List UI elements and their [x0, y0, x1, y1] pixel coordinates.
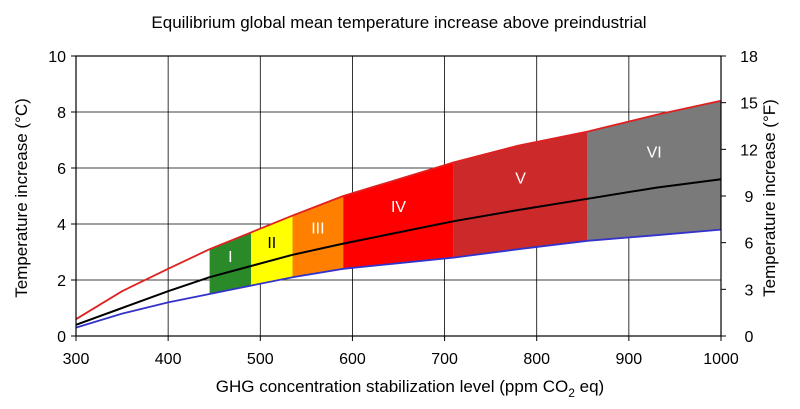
y-tick-label-right: 12: [740, 142, 758, 159]
x-tick-label: 900: [616, 351, 643, 368]
x-tick-label: 400: [155, 351, 182, 368]
y-tick-label-left: 10: [48, 49, 66, 66]
x-tick-label: 500: [247, 351, 274, 368]
region-label-IV: IV: [391, 199, 406, 216]
region-label-VI: VI: [647, 145, 662, 162]
chart-title: Equilibrium global mean temperature incr…: [151, 13, 646, 32]
y-tick-label-left: 2: [57, 273, 66, 290]
region-label-I: I: [228, 249, 232, 266]
region-label-II: II: [267, 235, 276, 252]
region-label-III: III: [311, 221, 324, 238]
axis-ticks: 300 400 500 600 700 800 900 1000 0 2 4 6 8 10 0 3 6 9 12 15…: [48, 49, 758, 368]
y-axis-label-right: Temperature increase (°F): [760, 99, 779, 297]
region-II: [251, 215, 293, 286]
region-I: [209, 232, 252, 294]
x-tick-label: 600: [339, 351, 366, 368]
y-tick-label-left: 8: [57, 105, 66, 122]
y-tick-label-left: 6: [57, 161, 66, 178]
region-III: [292, 196, 344, 278]
x-tick-label: 700: [431, 351, 458, 368]
y-tick-label-left: 4: [57, 217, 66, 234]
series-line-best-estimate: [75, 178, 722, 326]
region-label-V: V: [515, 170, 526, 187]
x-tick-label: 800: [523, 351, 550, 368]
x-axis-label-tail: eq): [575, 377, 604, 396]
x-tick-label: 300: [63, 351, 90, 368]
series-line-upper: [75, 99, 722, 320]
x-axis-label-subscript: 2: [568, 386, 575, 400]
y-tick-label-left: 0: [57, 329, 66, 346]
region-VI: [587, 100, 721, 241]
region-IV: [343, 162, 454, 269]
y-tick-label-right: 9: [745, 189, 754, 206]
region-V: [453, 131, 588, 258]
y-tick-label-right: 6: [745, 236, 754, 253]
y-tick-label-right: 18: [740, 49, 758, 66]
y-tick-label-right: 15: [740, 96, 758, 113]
x-tick-label: 1000: [703, 351, 739, 368]
y-tick-label-right: 0: [745, 329, 754, 346]
y-axis-label-left: Temperature increase (°C): [12, 98, 31, 298]
series-line-lower: [75, 228, 722, 329]
y-tick-label-right: 3: [745, 282, 754, 299]
x-axis-label-main: GHG concentration stabilization level (p…: [216, 377, 568, 396]
x-axis-label: GHG concentration stabilization level (p…: [216, 377, 604, 400]
